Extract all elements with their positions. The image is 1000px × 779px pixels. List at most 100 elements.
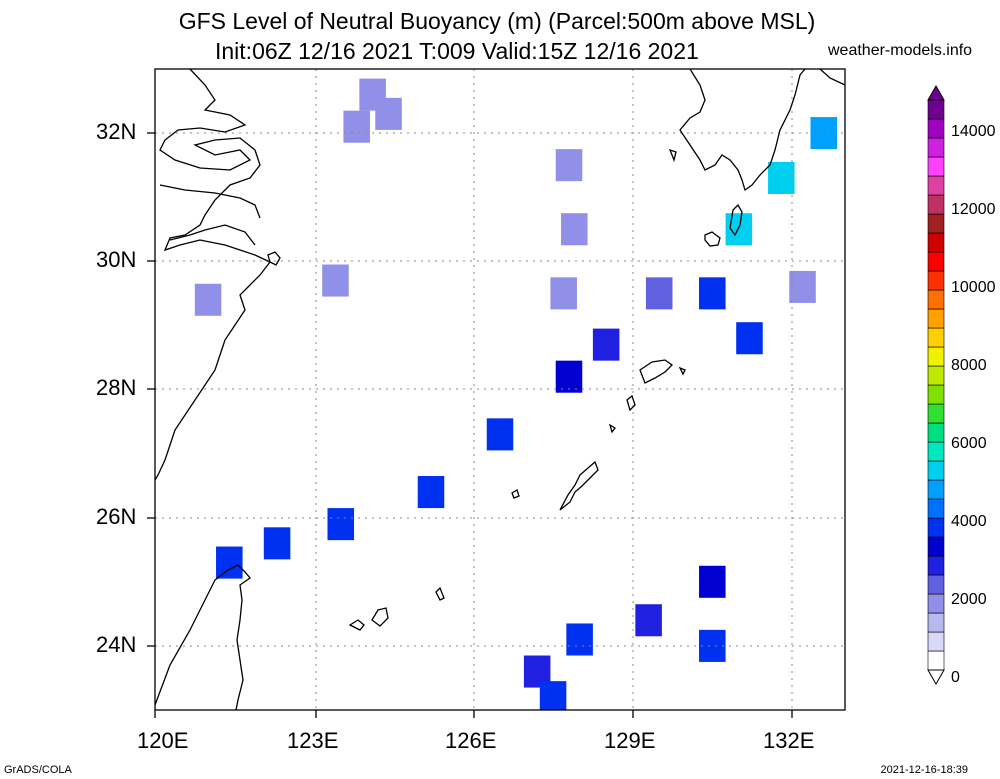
kumejima	[511, 489, 520, 499]
graticule	[155, 69, 845, 710]
colorbar-swatch-5	[927, 555, 945, 576]
colorbar-swatch-19	[927, 289, 945, 310]
lnb-cell-24	[699, 629, 726, 662]
cb-label-8000: 8000	[951, 357, 987, 374]
ishigaki	[371, 607, 389, 627]
cb-label-14000: 14000	[951, 123, 996, 140]
cb-label-6000: 6000	[951, 435, 987, 452]
colorbar-swatch-12	[927, 422, 945, 443]
yangtze	[169, 224, 256, 246]
y-tick-28n: 28N	[96, 375, 137, 400]
lnb-cell-1	[375, 97, 402, 130]
kyushu	[679, 69, 806, 192]
colorbar-swatch-20	[927, 270, 945, 291]
lnb-cell-6	[561, 213, 588, 246]
lnb-cell-15	[216, 546, 243, 579]
colorbar-top-arrow	[927, 84, 945, 101]
lnb-cell-18	[768, 161, 795, 194]
y-tick-30n: 30N	[96, 247, 137, 272]
colorbar-swatch-28	[927, 118, 945, 139]
colorbar-swatch-1	[927, 631, 945, 652]
colorbar-swatch-6	[927, 536, 945, 557]
zhoushan	[267, 251, 281, 266]
x-tick-120e: 120E	[137, 728, 189, 753]
colorbar-swatch-21	[927, 251, 945, 272]
lnb-cell-7	[550, 277, 577, 310]
y-tick-32n: 32N	[96, 119, 137, 144]
cb-label-0: 0	[951, 669, 960, 686]
colorbar-swatch-2	[927, 612, 945, 633]
lnb-cell-9	[592, 328, 620, 361]
lnb-shading	[194, 78, 838, 710]
cb-label-4000: 4000	[951, 513, 987, 530]
colorbar-bottom-arrow	[927, 669, 945, 686]
x-tick-123e: 123E	[287, 728, 339, 753]
y-tick-24n: 24N	[96, 632, 137, 657]
coastlines	[155, 69, 845, 710]
colorbar-swatch-9	[927, 479, 945, 500]
lnb-cell-14	[263, 527, 291, 560]
lnb-cell-2	[343, 110, 370, 143]
colorbar-swatch-17	[927, 327, 945, 348]
chart-subtitle: Init:06Z 12/16 2021 T:009 Valid:15Z 12/1…	[215, 38, 699, 64]
amami	[639, 359, 674, 384]
okinawa	[559, 460, 599, 511]
colorbar-swatch-11	[927, 441, 945, 462]
lnb-cell-10	[555, 360, 583, 393]
colorbar-swatch-24	[927, 194, 945, 215]
lnb-cell-16	[699, 277, 726, 310]
lnb-cell-12	[417, 476, 445, 509]
lnb-cell-5	[555, 149, 583, 182]
taiwan	[155, 564, 251, 710]
chart-title: GFS Level of Neutral Buoyancy (m) (Parce…	[178, 8, 816, 34]
lnb-cell-8	[645, 277, 673, 310]
islets-a	[608, 423, 616, 434]
lnb-cell-3	[322, 264, 349, 297]
tokunoshima	[626, 394, 636, 412]
colorbar-swatch-10	[927, 460, 945, 481]
lnb-cell-4	[194, 283, 222, 316]
colorbar-swatch-26	[927, 156, 945, 177]
colorbar-swatch-27	[927, 137, 945, 158]
x-tick-129e: 129E	[604, 728, 656, 753]
colorbar-swatch-8	[927, 498, 945, 519]
lnb-cell-13	[327, 508, 355, 541]
site-label: weather-models.info	[828, 42, 973, 59]
lnb-cell-21	[736, 322, 763, 355]
miyako	[435, 586, 445, 601]
iriomote	[348, 619, 365, 631]
y-tick-26n: 26N	[96, 504, 137, 529]
x-tick-132e: 132E	[763, 728, 815, 753]
colorbar-swatch-15	[927, 365, 945, 386]
x-tick-126e: 126E	[445, 728, 497, 753]
footer-right: 2021-12-16-18:39	[880, 764, 968, 776]
china-inlet	[159, 184, 261, 219]
tanegashima	[704, 231, 721, 247]
lnb-cell-23	[635, 604, 662, 637]
colorbar-swatch-3	[927, 593, 945, 614]
colorbar-swatch-16	[927, 346, 945, 367]
colorbar-swatch-0	[927, 650, 945, 671]
colorbar-swatch-23	[927, 213, 945, 234]
colorbar	[927, 84, 945, 686]
lnb-cell-25	[566, 623, 593, 656]
colorbar-swatch-18	[927, 308, 945, 329]
tick-marks	[147, 132, 793, 718]
china-coast	[155, 69, 272, 481]
lnb-cell-27	[539, 681, 567, 710]
colorbar-swatch-14	[927, 384, 945, 405]
colorbar-swatch-7	[927, 517, 945, 538]
islets-b	[678, 366, 686, 376]
cb-label-2000: 2000	[951, 591, 987, 608]
lnb-cell-22	[699, 565, 726, 598]
koshiki	[668, 148, 677, 163]
colorbar-swatch-29	[927, 99, 945, 120]
colorbar-swatch-22	[927, 232, 945, 253]
shikoku	[819, 69, 845, 86]
lnb-cell-17	[725, 213, 753, 246]
colorbar-swatch-4	[927, 574, 945, 595]
colorbar-swatch-25	[927, 175, 945, 196]
colorbar-swatch-13	[927, 403, 945, 424]
yakushima	[729, 203, 743, 237]
